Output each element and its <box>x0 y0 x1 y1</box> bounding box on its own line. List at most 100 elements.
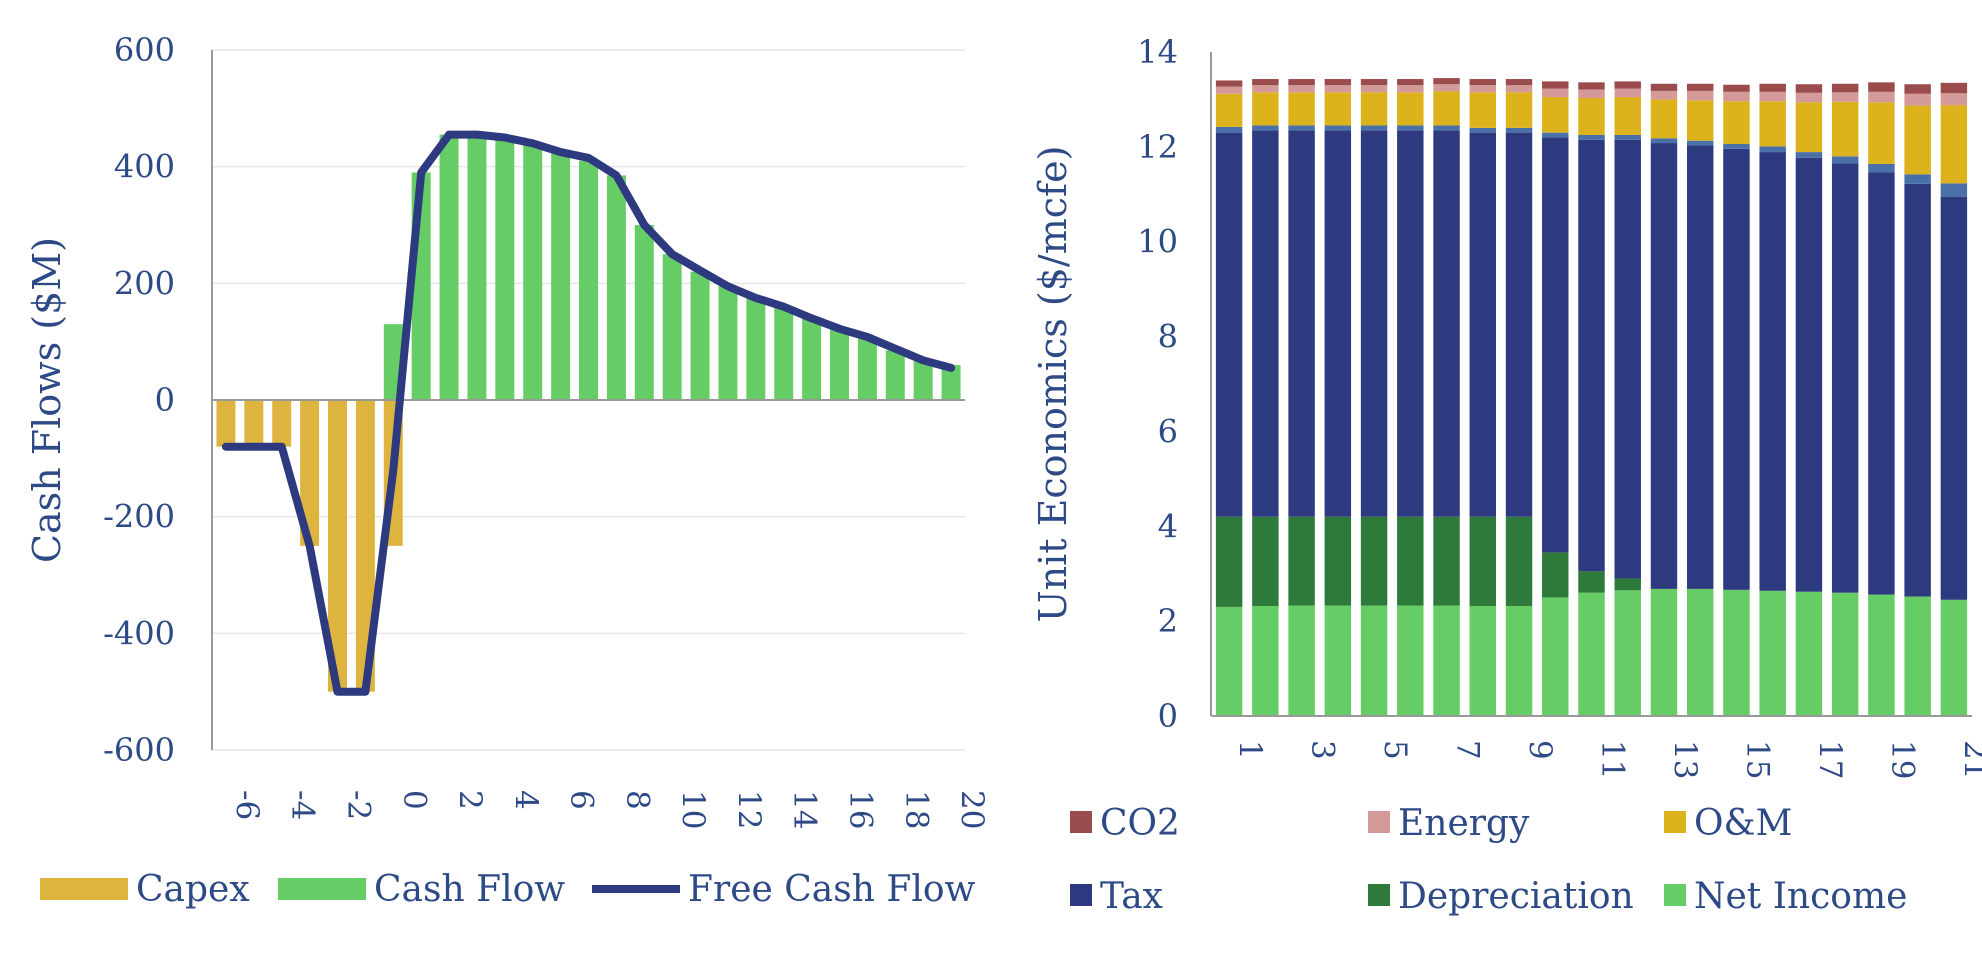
stack-segment <box>1324 92 1352 126</box>
y-tick-label: 4 <box>1158 507 1178 545</box>
stack-segment <box>1940 599 1968 716</box>
cash-flow-bar <box>579 160 598 400</box>
legend-swatch <box>40 878 128 900</box>
stack-segment <box>1469 516 1497 606</box>
stack-segment <box>1650 138 1678 144</box>
y-tick-label: 2 <box>1158 602 1178 640</box>
stack-segment <box>1469 79 1497 86</box>
x-tick-label: 19 <box>1884 740 1920 779</box>
cash-flow-bar <box>746 297 766 400</box>
stack-segment <box>1542 552 1569 598</box>
stack-segment <box>1252 605 1279 716</box>
stack-segment <box>1469 85 1497 93</box>
y-tick-label: 0 <box>1158 697 1178 735</box>
x-tick-label: 1 <box>1232 740 1268 760</box>
legend-label: Cash Flow <box>374 869 565 910</box>
stack-segment <box>1288 516 1315 606</box>
stack-segment <box>1831 163 1859 593</box>
stack-segment <box>1324 79 1352 86</box>
capex-bar <box>216 400 236 447</box>
stack-segment <box>1831 83 1859 93</box>
capex-bar <box>244 400 264 447</box>
capex-bar <box>355 400 375 692</box>
legend-swatch <box>1664 811 1686 833</box>
stack-segment <box>1904 174 1931 184</box>
stack-segment <box>1940 82 1968 94</box>
stack-segment <box>1578 82 1605 90</box>
x-tick-label: -4 <box>285 790 321 820</box>
stack-segment <box>1215 606 1243 716</box>
cash-flow-bar <box>606 175 626 400</box>
legend-swatch <box>1070 884 1092 906</box>
stack-segment <box>1324 130 1352 517</box>
y-tick-label: 200 <box>114 264 175 302</box>
stack-segment <box>1505 92 1533 128</box>
legend-swatch <box>1070 811 1092 833</box>
stack-segment <box>1252 516 1279 606</box>
stack-segment <box>1252 130 1279 517</box>
stack-segment <box>1397 92 1424 126</box>
stack-segment <box>1759 101 1786 147</box>
stack-segment <box>1433 516 1460 606</box>
stack-segment <box>1795 84 1823 93</box>
stack-segment <box>1288 605 1315 716</box>
stack-segment <box>1252 92 1279 126</box>
legend-label: O&M <box>1694 803 1792 844</box>
stack-segment <box>1795 92 1823 103</box>
stack-segment <box>1433 91 1460 126</box>
stack-segment <box>1215 516 1243 607</box>
stack-segment <box>1215 86 1243 94</box>
stack-segment <box>1686 145 1714 589</box>
stack-segment <box>1723 91 1750 102</box>
stack-segment <box>1542 81 1569 89</box>
stack-segment <box>1868 163 1895 173</box>
legend-label: Capex <box>136 869 250 910</box>
y-axis-title: Cash Flows ($M) <box>25 237 69 563</box>
stack-segment <box>1215 132 1243 517</box>
unit-economics-chart: 14 12 10 8 6 4 2 0 1 3 5 7 9 11 13 15 17 19 21 Unit Economi… <box>1000 0 1982 962</box>
stack-segment <box>1215 126 1243 133</box>
cash-flow-bar <box>774 306 794 400</box>
stack-segment <box>1904 93 1931 106</box>
y-tick-label: -400 <box>103 614 175 652</box>
stack-segment <box>1469 605 1497 716</box>
cash-flow-bar <box>802 318 822 400</box>
stack-segment <box>1614 578 1641 591</box>
stack-segment <box>1542 597 1569 716</box>
stack-segment <box>1360 125 1388 131</box>
stack-segment <box>1831 92 1859 102</box>
y-tick-label: 6 <box>1158 412 1178 450</box>
stack-segment <box>1831 156 1859 164</box>
stack-segment <box>1650 143 1678 589</box>
stack-segment <box>1324 125 1352 131</box>
stack-segment <box>1542 88 1569 98</box>
y-tick-label: 600 <box>114 31 175 69</box>
stack-segment <box>1686 588 1714 716</box>
y-tick-label: 14 <box>1137 33 1178 71</box>
y-tick-label: 0 <box>155 381 175 419</box>
legend-swatch <box>278 878 366 900</box>
x-tick-label: 4 <box>508 790 544 810</box>
cash-flow-bar <box>495 137 515 400</box>
y-tick-label: -200 <box>103 498 175 536</box>
cash-flow-bar <box>718 286 738 400</box>
stack-segment <box>1686 140 1714 146</box>
stack-segment <box>1940 105 1968 184</box>
legend-label: Tax <box>1100 876 1163 917</box>
stack-segment <box>1469 132 1497 517</box>
stack-segment <box>1795 102 1823 153</box>
x-tick-label: 10 <box>675 790 711 829</box>
legend-label: Free Cash Flow <box>688 869 976 910</box>
stack-segment <box>1686 83 1714 91</box>
stack-segment <box>1650 588 1678 716</box>
stack-segment <box>1252 85 1279 93</box>
stack-segment <box>1578 571 1605 593</box>
stack-segment <box>1868 82 1895 92</box>
legend-label: Net Income <box>1694 876 1907 917</box>
y-tick-label: 10 <box>1137 223 1178 261</box>
stack-segment <box>1360 79 1388 86</box>
x-tick-label: -2 <box>341 790 377 820</box>
cash-flow-chart: 600 400 200 0 -200 -400 -600 -6 -4 -2 0 2 4 6 8 10 12 14 1… <box>25 31 990 910</box>
legend-label: Depreciation <box>1398 876 1634 917</box>
stack-segment <box>1904 105 1931 175</box>
